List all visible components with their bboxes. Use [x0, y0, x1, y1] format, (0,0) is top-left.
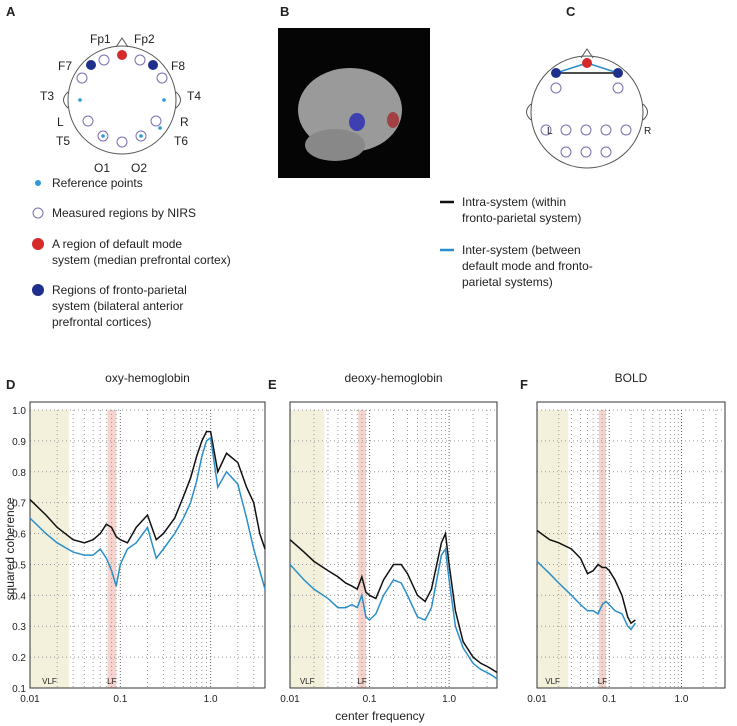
legend-text: Regions of fronto-parietal: [52, 283, 187, 297]
x-tick-label: 0.01: [527, 694, 547, 705]
fp-dot: [613, 68, 623, 78]
electrode: T5: [56, 134, 70, 148]
band-label: LF: [598, 677, 607, 686]
band: [598, 410, 606, 688]
y-tick-label: 0.2: [12, 653, 26, 664]
band-label: LF: [107, 677, 116, 686]
plot-frame: [536, 401, 726, 689]
panel-label: A: [6, 4, 16, 19]
x-tick-label: 1.0: [204, 694, 218, 705]
x-tick-label: 0.01: [20, 694, 40, 705]
x-tick-label: 1.0: [442, 694, 456, 705]
plot-frame: [29, 401, 266, 689]
legend-icon: [32, 207, 44, 219]
plot-frame: [289, 401, 498, 689]
panel-label: E: [268, 377, 277, 392]
legend-text: Inter-system (between: [462, 243, 581, 257]
x-tick-label: 0.1: [113, 694, 127, 705]
legend-text: A region of default mode: [52, 237, 182, 251]
electrode: T4: [187, 89, 201, 103]
band-label: LF: [357, 677, 366, 686]
ref-dots: [78, 98, 166, 138]
legend-text: fronto-parietal system): [462, 211, 581, 225]
inter-link: [586, 62, 619, 74]
x-tick-label: 0.1: [363, 694, 377, 705]
series-line: [536, 560, 636, 631]
band: [107, 410, 117, 688]
legend-icon: [32, 284, 44, 296]
legend-icon: [32, 238, 44, 250]
side-label: R: [644, 126, 651, 137]
electrode: Fp1: [90, 32, 111, 46]
legend-text: default mode and fronto-: [462, 259, 593, 273]
x-tick-label: 1.0: [675, 694, 689, 705]
panel-label: F: [520, 377, 528, 392]
x-tick-label: 0.1: [602, 694, 616, 705]
y-tick-label: 0.9: [12, 437, 26, 448]
legend-text: parietal systems): [462, 275, 553, 289]
fp-dot: [86, 60, 96, 70]
brain-roi: [387, 112, 399, 128]
legend-text: prefrontal cortices): [52, 315, 151, 329]
head-diagram-c: [526, 48, 648, 169]
chart-title: deoxy-hemoglobin: [344, 371, 442, 385]
panel-label: B: [280, 4, 289, 19]
x-axis-label: center frequency: [335, 709, 424, 723]
band: [30, 410, 69, 688]
electrode: T6: [174, 134, 188, 148]
fp-dot: [148, 60, 158, 70]
x-tick-label: 0.01: [280, 694, 300, 705]
y-tick-label: 0.3: [12, 622, 26, 633]
electrode: T3: [40, 89, 54, 103]
legend-text: Measured regions by NIRS: [52, 206, 196, 220]
y-tick-label: 0.6: [12, 530, 26, 541]
fp-dot: [551, 68, 561, 78]
y-tick-label: 1.0: [12, 406, 26, 417]
chart-title: oxy-hemoglobin: [105, 371, 190, 385]
head-diagram-a: [63, 37, 181, 155]
electrode: Fp2: [134, 32, 155, 46]
electrode-labels: Fp1 Fp2 F7 F8 T3 T4 L R T5 T6 O1 O2: [40, 32, 201, 175]
legend-text: Intra-system (within: [462, 195, 566, 209]
y-tick-label: 0.4: [12, 591, 26, 602]
band: [358, 410, 366, 688]
legend-text: system (bilateral anterior: [52, 299, 183, 313]
band: [537, 410, 569, 688]
dmn-dot: [117, 50, 127, 60]
band: [290, 410, 325, 688]
electrode: R: [180, 115, 189, 129]
series-line: [289, 530, 498, 674]
y-tick-label: 0.7: [12, 499, 26, 510]
y-axis-label: squared coherence: [3, 497, 17, 600]
panel-label: C: [566, 4, 576, 19]
electrode: F8: [171, 59, 185, 73]
series-line: [289, 546, 498, 680]
series-line: [29, 436, 266, 590]
legend-text: Reference points: [52, 176, 143, 190]
electrode: O2: [131, 161, 147, 175]
y-tick-label: 0.1: [12, 684, 26, 695]
side-label: L: [547, 126, 553, 137]
inter-link: [555, 62, 588, 74]
legend-text: system (median prefrontal cortex): [52, 253, 231, 267]
y-tick-label: 0.8: [12, 468, 26, 479]
series-line: [29, 430, 266, 550]
electrode: L: [57, 115, 64, 129]
band-label: VLF: [300, 677, 315, 686]
chart-title: BOLD: [615, 371, 648, 385]
dmn-dot: [582, 58, 592, 68]
band-label: VLF: [545, 677, 560, 686]
panel-label: D: [6, 377, 15, 392]
series-line: [536, 529, 636, 625]
y-tick-label: 0.5: [12, 560, 26, 571]
electrode: F7: [58, 59, 72, 73]
legend-icon: [35, 180, 41, 186]
brain: [305, 129, 365, 161]
electrode: O1: [94, 161, 110, 175]
brain-roi: [349, 113, 365, 131]
band-label: VLF: [42, 677, 57, 686]
